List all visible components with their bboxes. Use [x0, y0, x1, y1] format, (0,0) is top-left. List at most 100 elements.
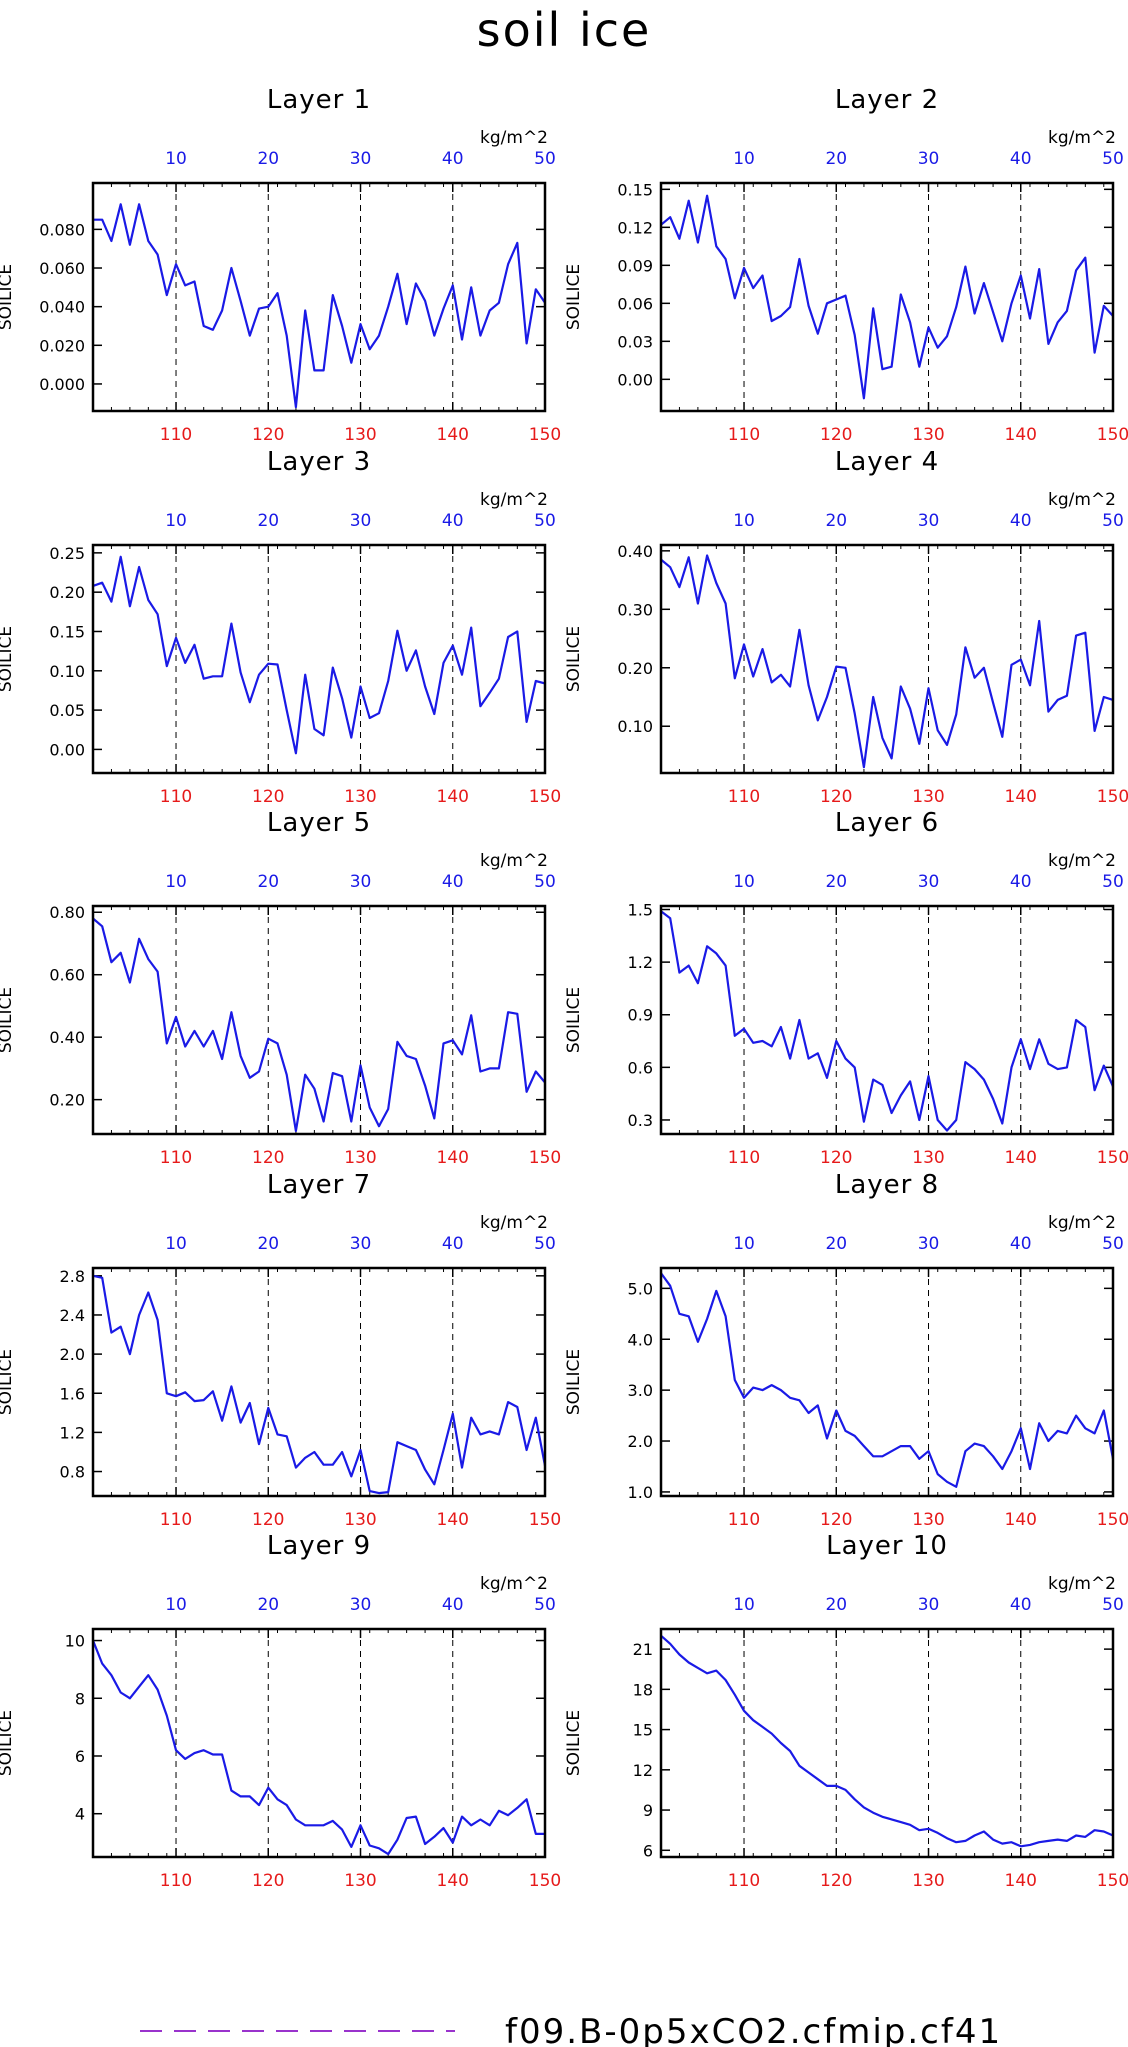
series-line [660, 1634, 1114, 1848]
top-tick-label: 50 [534, 1234, 556, 1254]
x-tick-label: 110 [728, 425, 760, 445]
y-tick-label: 0.000 [39, 375, 85, 394]
top-tick-label: 10 [733, 511, 755, 531]
y-tick-label: 18 [633, 1680, 653, 1699]
y-axis-label: SOILICE [0, 264, 16, 330]
plot-frame [91, 1627, 547, 1859]
top-tick-label: 30 [350, 1234, 372, 1254]
page-title: soil ice [476, 3, 652, 57]
x-tick-label: 150 [529, 787, 561, 807]
y-axis-label: SOILICE [564, 987, 584, 1053]
y-tick-label: 2.0 [60, 1345, 85, 1364]
top-tick-label: 20 [257, 1234, 279, 1254]
y-tick-label: 0.60 [49, 966, 85, 985]
y-tick-label: 6 [75, 1747, 85, 1766]
x-tick-label: 150 [1097, 787, 1128, 807]
y-tick-label: 0.15 [617, 180, 653, 199]
x-tick-label: 140 [1005, 1871, 1037, 1891]
top-tick-label: 20 [257, 872, 279, 892]
x-tick-label: 150 [529, 425, 561, 445]
x-tick-label: 110 [160, 1871, 192, 1891]
top-tick-label: 40 [442, 872, 464, 892]
x-tick-label: 120 [252, 425, 284, 445]
panel-title: Layer 7 [267, 1170, 371, 1200]
plot-frame [91, 1266, 547, 1498]
series-line [660, 554, 1114, 769]
y-tick-label: 0.00 [617, 370, 653, 389]
y-tick-label: 10 [65, 1632, 85, 1651]
plot-frame [659, 543, 1115, 775]
panel-title: Layer 6 [835, 808, 939, 838]
x-tick-label: 110 [160, 1148, 192, 1168]
y-tick-label: 0.10 [49, 662, 85, 681]
panel-title: Layer 9 [267, 1531, 371, 1561]
y-tick-label: 0.09 [617, 256, 653, 275]
y-tick-label: 0.25 [49, 544, 85, 563]
x-tick-label: 130 [912, 425, 944, 445]
top-tick-label: 40 [442, 1234, 464, 1254]
top-axis-unit: kg/m^2 [1048, 851, 1116, 871]
top-tick-label: 50 [1102, 511, 1124, 531]
top-tick-label: 40 [1010, 149, 1032, 169]
top-tick-label: 40 [1010, 511, 1032, 531]
chart-panel: Layer 2 kg/m^2 110 10 120 20 130 30 140 40 150 50 0.… [564, 85, 1128, 445]
x-tick-label: 110 [160, 1510, 192, 1530]
top-axis-unit: kg/m^2 [1048, 128, 1116, 148]
y-tick-label: 0.12 [617, 218, 653, 237]
x-tick-label: 110 [160, 787, 192, 807]
x-tick-label: 130 [912, 1871, 944, 1891]
top-tick-label: 50 [1102, 149, 1124, 169]
y-tick-label: 0.20 [617, 659, 653, 678]
top-axis-unit: kg/m^2 [480, 128, 548, 148]
top-tick-label: 30 [350, 1595, 372, 1615]
panel-title: Layer 4 [835, 447, 939, 477]
y-tick-label: 4 [75, 1805, 85, 1824]
y-tick-label: 0.060 [39, 259, 85, 278]
series-line [92, 555, 546, 755]
series-line [660, 1272, 1115, 1488]
y-tick-label: 0.020 [39, 336, 85, 355]
y-axis-label: SOILICE [564, 1710, 584, 1776]
top-tick-label: 10 [733, 872, 755, 892]
chart-panel: Layer 8 kg/m^2 110 10 120 20 130 30 140 40 150 50 1.… [564, 1170, 1128, 1530]
top-tick-label: 10 [733, 149, 755, 169]
y-tick-label: 1.2 [628, 953, 653, 972]
x-tick-label: 120 [252, 1148, 284, 1168]
x-tick-label: 140 [1005, 1510, 1037, 1530]
top-axis-unit: kg/m^2 [1048, 490, 1116, 510]
top-tick-label: 40 [1010, 872, 1032, 892]
x-tick-label: 110 [728, 1871, 760, 1891]
top-tick-label: 50 [534, 149, 556, 169]
x-tick-label: 110 [160, 425, 192, 445]
y-tick-label: 6 [643, 1841, 653, 1860]
y-tick-label: 0.15 [49, 622, 85, 641]
x-tick-label: 150 [529, 1871, 561, 1891]
y-tick-label: 0.6 [628, 1058, 653, 1077]
x-tick-label: 140 [1005, 787, 1037, 807]
y-tick-label: 2.0 [628, 1432, 653, 1451]
panel-title: Layer 1 [267, 85, 371, 115]
top-tick-label: 10 [165, 149, 187, 169]
panel-title: Layer 2 [835, 85, 939, 115]
top-tick-label: 10 [733, 1595, 755, 1615]
plot-frame [659, 1627, 1115, 1859]
y-tick-label: 0.20 [49, 1091, 85, 1110]
x-tick-label: 130 [344, 425, 376, 445]
x-tick-label: 120 [252, 787, 284, 807]
x-tick-label: 140 [437, 425, 469, 445]
x-tick-label: 130 [344, 1510, 376, 1530]
y-tick-label: 0.9 [628, 1006, 653, 1025]
y-tick-label: 0.080 [39, 220, 85, 239]
chart-panel: Layer 9 kg/m^2 110 10 120 20 130 30 140 40 150 50 4 6… [0, 1531, 561, 1891]
top-tick-label: 40 [1010, 1595, 1032, 1615]
top-tick-label: 10 [165, 511, 187, 531]
top-tick-label: 50 [1102, 1234, 1124, 1254]
x-tick-label: 130 [912, 787, 944, 807]
y-tick-label: 0.03 [617, 332, 653, 351]
y-tick-label: 4.0 [628, 1330, 653, 1349]
top-tick-label: 50 [534, 1595, 556, 1615]
top-tick-label: 40 [442, 149, 464, 169]
x-tick-label: 120 [820, 1510, 852, 1530]
x-tick-label: 130 [344, 1148, 376, 1168]
